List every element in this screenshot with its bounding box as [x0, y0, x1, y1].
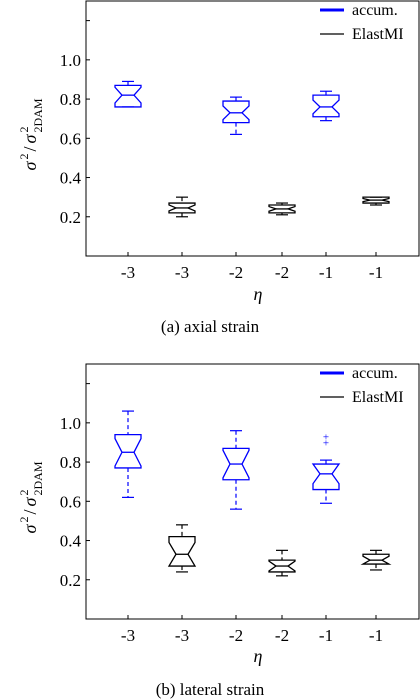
- box-accum: [222, 96, 250, 135]
- legend-entry-accum: accum.: [352, 365, 398, 382]
- x-axis-label: η: [254, 284, 263, 304]
- box-body: [311, 463, 341, 491]
- y-label-sigma: σ: [20, 524, 40, 534]
- y-tick-label: 0.8: [60, 90, 81, 109]
- y-tick-label: 0.4: [60, 532, 82, 551]
- box-body: [114, 433, 142, 469]
- box-body: [312, 94, 340, 118]
- y-tick-label: 0.4: [60, 169, 82, 188]
- y-tick-label: 1.0: [60, 414, 81, 433]
- x-tick-label: -3: [121, 263, 135, 282]
- figure-caption: (b) lateral strain: [156, 680, 265, 699]
- x-tick-label: -1: [369, 626, 383, 645]
- box-accum: [114, 410, 142, 498]
- box-elastmi: [362, 196, 390, 206]
- y-label-sigma-den: σ: [20, 134, 40, 144]
- box-body: [167, 535, 197, 567]
- x-tick-label: -3: [175, 263, 189, 282]
- y-tick-label: 0.6: [60, 129, 81, 148]
- y-label-den-exponent: 2: [17, 127, 31, 133]
- y-tick-label: 0.6: [60, 492, 81, 511]
- box-accum: [114, 80, 142, 108]
- outlier-marker: +: [323, 437, 329, 449]
- y-label-den-subscript: 2DAM: [31, 461, 45, 495]
- y-tick-label: 1.0: [60, 51, 81, 70]
- x-tick-label: -1: [319, 626, 333, 645]
- box-body: [114, 84, 142, 108]
- box-body: [362, 196, 390, 204]
- box-accum: [312, 90, 340, 122]
- x-tick-label: -2: [275, 263, 289, 282]
- y-axis-label: σ2/σ2 2DAM: [17, 461, 45, 533]
- x-tick-label: -2: [275, 626, 289, 645]
- y-label-slash: /: [20, 146, 40, 151]
- legend-entry-accum: accum.: [352, 2, 398, 19]
- box-elastmi: [167, 524, 197, 573]
- x-tick-label: -3: [175, 626, 189, 645]
- y-axis-label: σ2/σ2 2DAM: [17, 98, 45, 170]
- box-elastmi: [360, 549, 392, 571]
- y-tick-label: 0.2: [60, 571, 81, 590]
- x-tick-label: -2: [229, 263, 243, 282]
- legend-entry-elastmi: ElastMI: [352, 26, 404, 43]
- box-body: [268, 559, 296, 573]
- outlier-marker: +: [323, 432, 329, 444]
- y-tick-label: 0.8: [60, 453, 81, 472]
- box-body: [222, 100, 250, 124]
- box-elastmi: [168, 196, 196, 218]
- box-elastmi: [268, 202, 296, 216]
- box-body: [360, 553, 392, 565]
- y-label-exponent: 2: [17, 517, 31, 523]
- y-label-den-exponent: 2: [17, 490, 31, 496]
- x-tick-label: -1: [369, 263, 383, 282]
- box-body: [168, 202, 196, 214]
- x-tick-label: -3: [121, 626, 135, 645]
- y-label-slash: /: [20, 509, 40, 514]
- y-tick-label: 0.2: [60, 208, 81, 227]
- plot-area-frame: [85, 363, 420, 620]
- y-label-exponent: 2: [17, 154, 31, 160]
- x-axis-label: η: [254, 646, 263, 666]
- box-accum: [222, 430, 250, 510]
- y-label-den-subscript: 2DAM: [31, 98, 45, 132]
- box-body: [222, 447, 250, 481]
- figure-caption: (a) axial strain: [161, 317, 260, 336]
- box-body: [268, 204, 296, 214]
- y-label-sigma-den: σ: [20, 497, 40, 507]
- plot-area-frame: [85, 0, 420, 257]
- box-accum: ++: [311, 432, 341, 504]
- y-label-sigma: σ: [20, 161, 40, 171]
- box-elastmi: [268, 549, 296, 577]
- x-tick-label: -1: [319, 263, 333, 282]
- x-tick-label: -2: [229, 626, 243, 645]
- legend-entry-elastmi: ElastMI: [352, 389, 404, 406]
